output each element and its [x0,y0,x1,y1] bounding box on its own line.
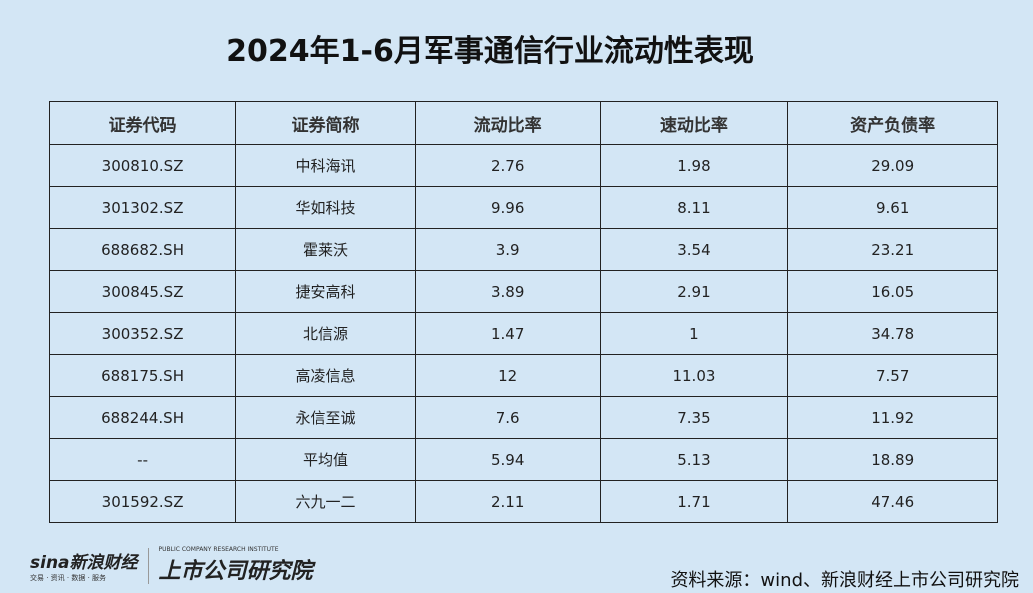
table-cell: 3.54 [599,228,789,271]
table-cell: 18.89 [787,438,998,481]
table-cell: 301592.SZ [48,480,237,523]
table-cell: 11.03 [599,354,789,397]
table-cell: 华如科技 [235,186,416,229]
logo-divider [147,547,149,584]
table-cell: 16.05 [787,270,998,313]
table-cell: 5.13 [599,438,789,481]
table-cell: 1 [599,312,789,355]
table-row: 300810.SZ 中科海讯 2.76 1.98 29.09 [48,144,998,187]
table-cell: 1.47 [414,312,601,355]
table-cell: 永信至诚 [235,396,416,439]
table-row: 301302.SZ 华如科技 9.96 8.11 9.61 [48,186,998,229]
table-row: 688244.SH 永信至诚 7.6 7.35 11.92 [48,396,998,439]
table-cell: 7.35 [599,396,789,439]
table-cell: 六九一二 [235,480,416,523]
table-cell: 688682.SH [48,228,237,271]
table-cell: 高凌信息 [235,354,416,397]
institute-logo-text: 上市公司研究院 [158,559,313,584]
column-header: 流动比率 [414,101,601,145]
liquidity-table: 证券代码 证券简称 流动比率 速动比率 资产负债率 300810.SZ 中科海讯 2.76 1… [48,101,998,523]
table-cell: 3.89 [414,270,601,313]
table-cell: 47.46 [787,480,998,523]
table-cell: 9.61 [787,186,998,229]
sina-logo-subtext: 交易 · 资讯 · 数据 · 服务 [30,574,107,582]
table-cell: 300845.SZ [48,270,237,313]
table-cell: 2.11 [414,480,601,523]
table-cell: 7.57 [787,354,998,397]
table-cell: 8.11 [599,186,789,229]
table-cell: 688244.SH [48,396,237,439]
table-cell: 23.21 [787,228,998,271]
institute-logo: PUBLIC COMPANY RESEARCH INSTITUTE 上市公司研究… [159,546,313,585]
table-cell: 11.92 [787,396,998,439]
table-header-row: 证券代码 证券简称 流动比率 速动比率 资产负债率 [48,101,998,145]
table-cell: 北信源 [235,312,416,355]
table-cell: 12 [414,354,601,397]
table-row: 300845.SZ 捷安高科 3.89 2.91 16.05 [48,270,998,313]
table-cell: 1.98 [599,144,789,187]
sina-logo: sina新浪财经 交易 · 资讯 · 数据 · 服务 [30,548,138,583]
table-cell: 3.9 [414,228,601,271]
table-row: -- 平均值 5.94 5.13 18.89 [48,438,998,481]
table-cell: 捷安高科 [235,270,416,313]
table-cell: 5.94 [414,438,601,481]
table-cell: 2.76 [414,144,601,187]
table-cell: 平均值 [235,438,416,481]
page-title: 2024年1-6月军事通信行业流动性表现 [226,34,754,69]
table-cell: 7.6 [414,396,601,439]
footer-logo: sina新浪财经 交易 · 资讯 · 数据 · 服务 PUBLIC COMPAN… [30,546,313,585]
table-cell: 1.71 [599,480,789,523]
sina-logo-text: sina新浪财经 [30,553,138,573]
table-row: 688682.SH 霍莱沃 3.9 3.54 23.21 [48,228,998,271]
table-cell: 霍莱沃 [235,228,416,271]
table-row: 301592.SZ 六九一二 2.11 1.71 47.46 [48,480,998,523]
table-row: 300352.SZ 北信源 1.47 1 34.78 [48,312,998,355]
table-cell: 29.09 [787,144,998,187]
column-header: 证券简称 [235,101,416,145]
table-row: 688175.SH 高凌信息 12 11.03 7.57 [48,354,998,397]
institute-logo-subtext: PUBLIC COMPANY RESEARCH INSTITUTE [158,546,279,553]
table-cell: 2.91 [599,270,789,313]
column-header: 速动比率 [599,101,789,145]
column-header: 资产负债率 [787,101,998,145]
table-cell: 301302.SZ [48,186,237,229]
table-cell: 688175.SH [48,354,237,397]
table-cell: 300352.SZ [48,312,237,355]
table-cell: 300810.SZ [48,144,237,187]
column-header: 证券代码 [48,101,237,145]
table-cell: -- [48,438,237,481]
source-note: 资料来源：wind、新浪财经上市公司研究院 [670,570,1019,591]
table-cell: 34.78 [787,312,998,355]
table-cell: 中科海讯 [235,144,416,187]
table-cell: 9.96 [414,186,601,229]
